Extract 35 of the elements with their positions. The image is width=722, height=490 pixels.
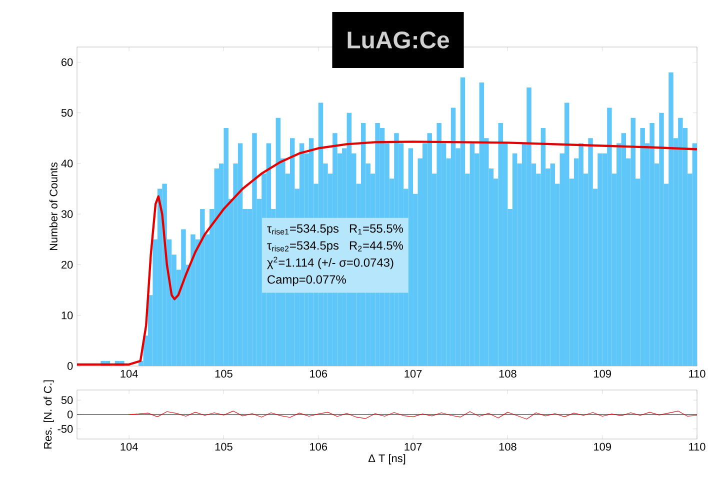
y-axis-title: Number of Counts xyxy=(49,162,58,250)
y-tick-label: 0 xyxy=(67,410,73,418)
y-tick-label: 50 xyxy=(61,396,73,404)
x-tick-label: 110 xyxy=(689,442,706,451)
chart-title: LuAG:Ce xyxy=(348,32,449,48)
x-tick-label: 107 xyxy=(404,442,422,451)
x-tick-label: 106 xyxy=(310,442,328,451)
x-tick-label: 104 xyxy=(120,370,138,378)
y-tick-label: 60 xyxy=(62,58,73,66)
annotation: R$_{2}$=44.5% xyxy=(350,241,403,252)
x-tick-label: 105 xyxy=(215,370,232,378)
x-tick-label: 105 xyxy=(215,442,232,451)
y-tick-label: 20 xyxy=(62,260,73,269)
annotation: R$_{1}$=55.5% xyxy=(350,224,403,234)
x-axis-title: Δ T [ns] xyxy=(368,454,406,464)
x-tick-label: 106 xyxy=(310,370,328,378)
x-tick-label: 104 xyxy=(120,442,138,451)
y-tick-label: 50 xyxy=(61,108,73,117)
y-axis-title: Res. [N. of C.] xyxy=(44,380,54,449)
annotation: χ$^{2}$=1.114 (+/- σ=0.0743) xyxy=(267,256,394,270)
y-tick-label: -50 xyxy=(58,425,73,433)
annotation: τ$_{rise2}$=534.5ps xyxy=(267,241,339,252)
y-tick-label: 10 xyxy=(62,311,73,320)
annotation: τ$_{rise1}$=534.5ps xyxy=(267,224,339,236)
x-tick-label: 108 xyxy=(499,442,516,451)
y-tick-label: 40 xyxy=(61,160,73,168)
x-tick-label: 108 xyxy=(499,370,516,378)
x-tick-label: 109 xyxy=(594,442,611,451)
x-tick-label: 107 xyxy=(404,370,422,378)
x-tick-label: 110 xyxy=(689,370,706,378)
line-series xyxy=(128,410,698,420)
y-tick-label: 30 xyxy=(61,210,73,218)
x-tick-label: 109 xyxy=(594,370,611,378)
annotation: Camp=0.077% xyxy=(268,275,346,286)
y-tick-label: 0 xyxy=(67,362,73,370)
